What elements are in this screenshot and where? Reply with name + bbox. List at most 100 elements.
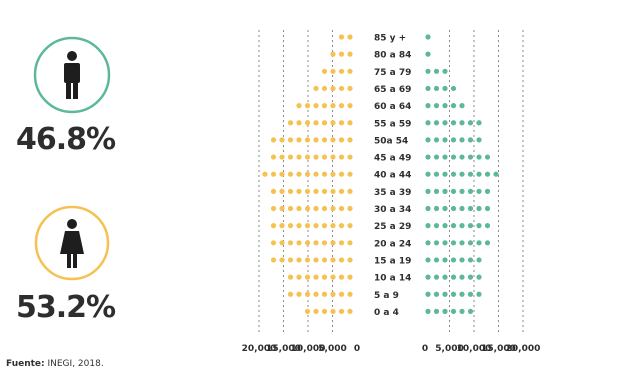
male-dot [459, 240, 465, 246]
female-dot [347, 120, 353, 126]
male-dot [450, 291, 457, 297]
female-dot [270, 137, 277, 143]
female-dot [313, 85, 319, 92]
female-dot [304, 291, 311, 297]
male-dot [476, 154, 482, 160]
female-dot [347, 51, 353, 57]
male-dot [442, 154, 448, 160]
male-dot [459, 257, 465, 263]
female-dot [338, 240, 345, 246]
female-dot [338, 223, 345, 229]
female-dot [321, 308, 328, 314]
female-dot [347, 257, 353, 263]
female-dot [338, 51, 345, 57]
female-dot [287, 291, 294, 297]
male-dot [450, 171, 457, 177]
male-dot [442, 291, 448, 297]
female-dot [287, 257, 294, 263]
male-dot [459, 137, 465, 143]
male-dot [425, 68, 431, 74]
female-dot [296, 205, 302, 212]
female-dot [330, 308, 336, 314]
x-tick-label: 5,000 [318, 344, 346, 354]
male-dot [467, 291, 474, 297]
male-dot [459, 274, 465, 280]
female-dot [321, 205, 328, 212]
female-dot [304, 223, 311, 229]
male-dot [425, 291, 431, 297]
female-dot [313, 291, 319, 297]
age-group-label: 0 a 4 [374, 308, 399, 318]
female-dot [279, 137, 285, 143]
dot-bars [262, 34, 499, 314]
male-dot [433, 223, 440, 229]
male-dot [425, 137, 431, 143]
female-dot [313, 205, 319, 212]
male-dot [476, 188, 482, 194]
female-dot [304, 120, 311, 126]
source-note: Fuente: INEGI, 2018. [6, 359, 104, 369]
female-dot [321, 120, 328, 126]
female-dot [338, 137, 345, 143]
male-dot [425, 188, 431, 194]
female-dot [347, 291, 353, 297]
female-dot [304, 171, 311, 177]
male-badge [33, 36, 111, 114]
x-tick-label: 0 [354, 344, 360, 354]
female-dot [321, 171, 328, 177]
female-dot [347, 68, 353, 74]
female-dot [304, 308, 311, 314]
male-dot [450, 223, 457, 229]
male-dot [425, 103, 431, 109]
male-dot [467, 171, 474, 177]
female-dot [321, 223, 328, 229]
female-dot [296, 291, 302, 297]
female-dot [321, 68, 328, 74]
female-dot [296, 103, 302, 109]
female-dot [270, 171, 277, 177]
female-dot [330, 103, 336, 109]
age-group-label: 55 a 59 [374, 119, 411, 129]
male-dot [450, 240, 457, 246]
male-dot [450, 308, 457, 314]
female-dot [330, 171, 336, 177]
female-dot [330, 274, 336, 280]
male-dot [476, 240, 482, 246]
female-dot [313, 188, 319, 194]
age-group-label: 40 a 44 [374, 171, 411, 181]
male-dot [425, 240, 431, 246]
x-tick-label: 0 [422, 344, 428, 354]
female-dot [279, 154, 285, 160]
x-tick-label: 20,000 [242, 344, 277, 354]
female-dot [330, 137, 336, 143]
female-dot [304, 154, 311, 160]
female-dot [287, 154, 294, 160]
gridlines [258, 30, 524, 334]
female-dot [296, 120, 302, 126]
female-dot [287, 223, 294, 229]
male-dot [450, 274, 457, 280]
male-dot [425, 274, 431, 280]
male-dot [450, 120, 457, 126]
male-dot [459, 103, 465, 109]
female-dot [304, 137, 311, 143]
x-tick-label: 10,000 [457, 344, 492, 354]
male-dot [476, 223, 482, 229]
male-dot [425, 257, 431, 263]
female-dot [270, 188, 277, 194]
male-dot [433, 308, 440, 314]
female-dot [296, 223, 302, 229]
male-dot [433, 85, 440, 92]
female-dot [304, 205, 311, 212]
female-dot [330, 85, 336, 92]
female-dot [313, 103, 319, 109]
male-dot [467, 257, 474, 263]
female-dot [338, 85, 345, 92]
male-dot [433, 171, 440, 177]
age-group-label: 15 a 19 [374, 256, 411, 266]
female-dot [313, 137, 319, 143]
male-dot [484, 240, 491, 246]
male-dot [467, 274, 474, 280]
male-dot [459, 205, 465, 212]
